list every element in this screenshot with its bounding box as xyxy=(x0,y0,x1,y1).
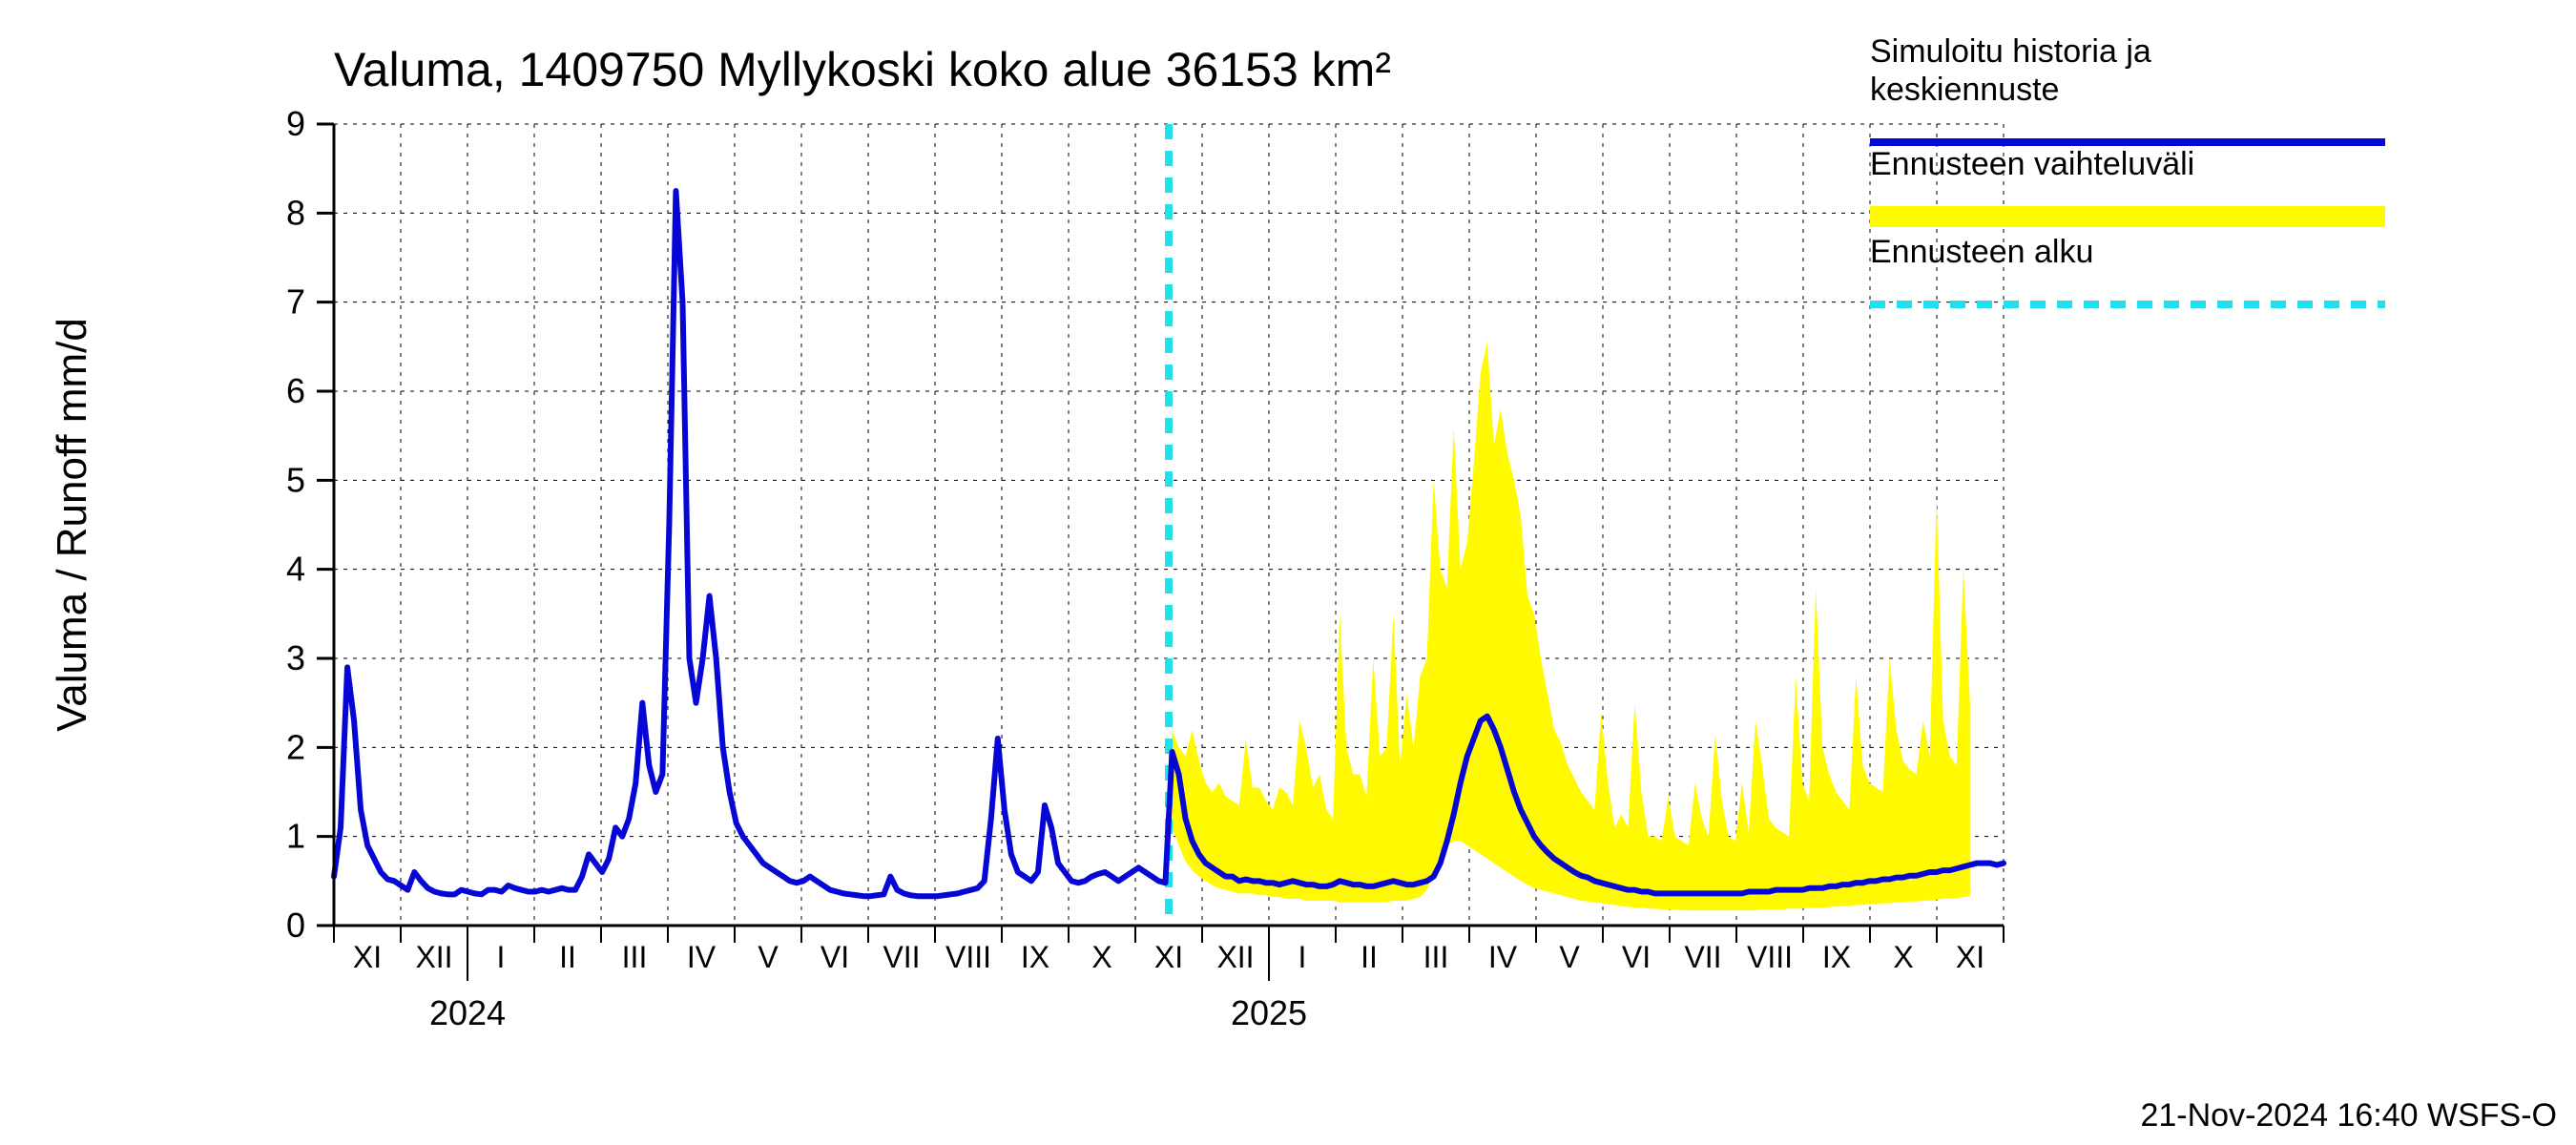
chart-container: 0123456789XIXIIIIIIIIIVVVIVIIVIIIIXXXIXI… xyxy=(0,0,2576,1145)
legend-swatch xyxy=(1870,206,2385,227)
x-month-label: I xyxy=(497,940,506,974)
y-tick-label: 6 xyxy=(286,371,305,410)
x-month-label: III xyxy=(1423,940,1449,974)
y-tick-label: 2 xyxy=(286,727,305,766)
y-tick-label: 5 xyxy=(286,460,305,499)
forecast-range xyxy=(1173,343,1970,910)
legend-label: keskiennuste xyxy=(1870,72,2059,108)
x-month-label: III xyxy=(622,940,648,974)
x-month-label: VII xyxy=(1684,940,1721,974)
chart-footer: 21-Nov-2024 16:40 WSFS-O xyxy=(2140,1097,2557,1134)
y-tick-label: 1 xyxy=(286,817,305,856)
x-month-label: IV xyxy=(1488,940,1518,974)
x-month-label: VI xyxy=(821,940,849,974)
y-tick-label: 8 xyxy=(286,193,305,232)
y-tick-label: 0 xyxy=(286,906,305,945)
legend: Simuloitu historia jakeskiennuste Ennuste… xyxy=(1870,33,2385,304)
x-month-label: II xyxy=(1361,940,1378,974)
x-month-label: VIII xyxy=(945,940,991,974)
y-tick-label: 9 xyxy=(286,104,305,143)
y-tick-label: 4 xyxy=(286,550,305,589)
x-month-label: V xyxy=(1559,940,1580,974)
x-month-label: I xyxy=(1298,940,1307,974)
y-tick-label: 3 xyxy=(286,638,305,677)
legend-label: Simuloitu historia ja xyxy=(1870,33,2151,70)
x-month-label: II xyxy=(559,940,576,974)
x-month-label: XII xyxy=(1216,940,1254,974)
runoff-chart: 0123456789XIXIIIIIIIIIVVVIVIIVIIIIXXXIXI… xyxy=(0,0,2576,1145)
x-month-label: V xyxy=(758,940,779,974)
x-month-label: IX xyxy=(1822,940,1851,974)
chart-title: Valuma, 1409750 Myllykoski koko alue 361… xyxy=(334,43,1391,96)
y-axis-label: Valuma / Runoff mm/d xyxy=(49,318,95,732)
x-month-label: XI xyxy=(1956,940,1984,974)
x-month-label: X xyxy=(1893,940,1913,974)
x-month-label: VIII xyxy=(1747,940,1793,974)
x-year-label: 2025 xyxy=(1231,993,1307,1032)
x-month-label: X xyxy=(1091,940,1111,974)
x-month-label: VII xyxy=(883,940,920,974)
x-month-label: XI xyxy=(1154,940,1183,974)
x-month-label: IX xyxy=(1021,940,1049,974)
x-month-label: XII xyxy=(415,940,452,974)
legend-label: Ennusteen vaihteluväli xyxy=(1870,146,2194,182)
y-tick-label: 7 xyxy=(286,282,305,322)
x-month-label: VI xyxy=(1622,940,1651,974)
legend-label: Ennusteen alku xyxy=(1870,234,2093,270)
x-month-label: IV xyxy=(687,940,717,974)
x-year-label: 2024 xyxy=(429,993,506,1032)
x-month-label: XI xyxy=(353,940,382,974)
